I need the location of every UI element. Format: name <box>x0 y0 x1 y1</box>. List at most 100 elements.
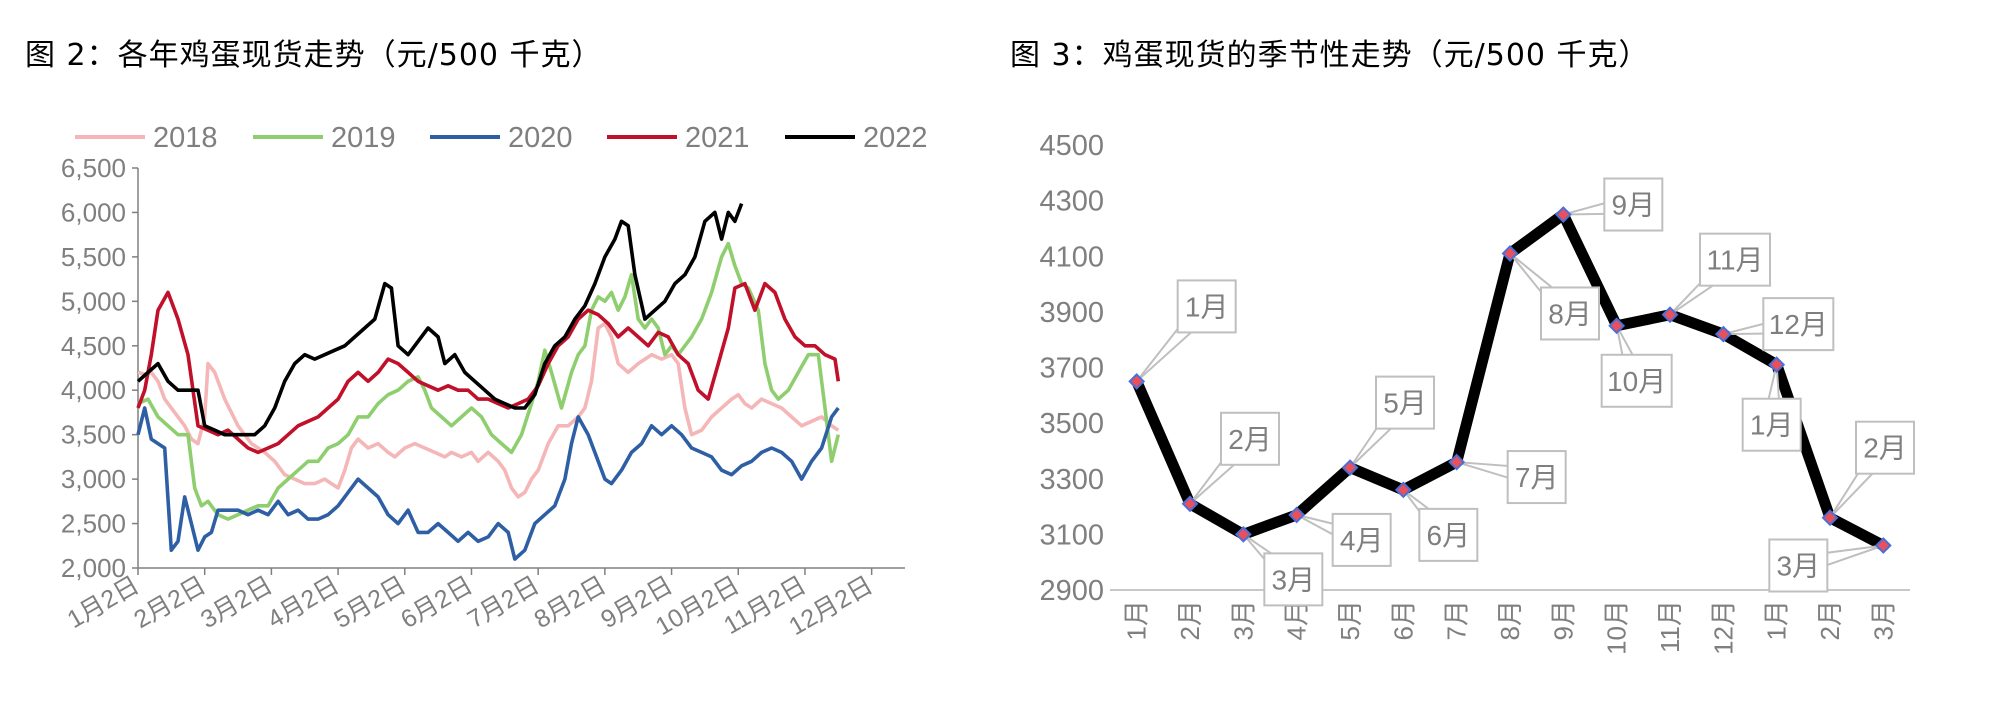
data-point-marker <box>1128 372 1146 390</box>
x-tick-label: 8月2日 <box>529 571 610 634</box>
data-label-pointer <box>1795 544 1884 576</box>
data-label-box <box>1603 177 1664 232</box>
legend-label-2021: 2021 <box>685 122 750 154</box>
x-tick-label: 4月 <box>1282 600 1312 640</box>
data-point-marker <box>1448 453 1466 471</box>
x-tick-label: 5月 <box>1335 600 1365 640</box>
data-label: 3月 <box>1777 551 1821 582</box>
x-tick-label: 3月 <box>1228 600 1258 640</box>
data-label-box <box>1418 507 1479 562</box>
y-tick-label: 2,000 <box>61 553 126 583</box>
x-tick-label: 8月 <box>1495 600 1525 640</box>
data-label-box <box>1220 411 1280 466</box>
y-tick-label: 3,500 <box>61 420 126 450</box>
x-tick-label: 9月 <box>1548 600 1578 640</box>
data-label-box <box>1762 297 1835 352</box>
x-tick-label: 6月 <box>1388 600 1418 640</box>
data-label: 3月 <box>1272 564 1316 595</box>
x-tick-label: 2月 <box>1175 600 1205 640</box>
y-tick-label: 6,500 <box>61 153 126 183</box>
x-tick-label: 7月2日 <box>463 571 544 634</box>
data-label: 1月 <box>1185 291 1229 322</box>
y-tick-label: 2900 <box>1039 575 1104 607</box>
legend-label-2018: 2018 <box>153 122 218 154</box>
y-tick-label: 3,000 <box>61 464 126 494</box>
legend-label-2019: 2019 <box>331 122 396 154</box>
data-label-pointer <box>1615 325 1647 386</box>
y-tick-label: 3300 <box>1039 464 1104 496</box>
data-label-pointer <box>1723 313 1801 336</box>
y-tick-label: 4500 <box>1039 130 1104 162</box>
x-tick-label: 2月2日 <box>129 571 210 634</box>
data-label-box <box>1331 512 1392 567</box>
data-point-marker <box>1288 506 1306 524</box>
y-tick-label: 5,000 <box>61 286 126 316</box>
series-line-2019 <box>137 241 841 521</box>
data-label-box <box>1375 375 1435 430</box>
x-tick-label: 1月 <box>1122 600 1152 640</box>
y-tick-label: 5,500 <box>61 242 126 272</box>
data-label-box <box>1540 286 1600 341</box>
data-point-marker <box>1394 481 1412 499</box>
series-line-2022 <box>136 202 744 437</box>
data-label: 2月 <box>1228 424 1272 455</box>
data-label-pointer <box>1349 395 1414 469</box>
data-point-marker <box>1341 459 1359 477</box>
yearly-egg-price-chart: 6,500 6,000 5,500 5,000 4,500 4,000 3,500 3,000… <box>61 122 928 641</box>
legend-label-2022: 2022 <box>863 122 928 154</box>
y-tick-label: 6,000 <box>61 197 126 227</box>
data-label: 11月 <box>1706 245 1763 276</box>
x-tick-label: 4月2日 <box>263 571 344 634</box>
data-point-marker <box>1661 306 1679 324</box>
data-label-box <box>1263 552 1324 607</box>
data-label-pointer <box>1669 251 1743 316</box>
x-tick-label: 10月 <box>1602 600 1632 655</box>
data-label-pointer <box>1135 298 1215 383</box>
legend-label-2020: 2020 <box>508 122 573 154</box>
data-label: 1月 <box>1750 410 1794 441</box>
data-label-box <box>1600 353 1673 408</box>
data-label: 10月 <box>1607 366 1666 397</box>
data-label: 5月 <box>1383 388 1427 419</box>
data-point-marker <box>1181 495 1199 513</box>
data-label: 6月 <box>1427 520 1471 551</box>
data-label-box <box>1176 279 1237 334</box>
x-tick-label: 6月2日 <box>396 571 477 634</box>
y-tick-label: 3500 <box>1039 408 1104 440</box>
x-tick-label: 3月 <box>1868 600 1898 640</box>
data-label-box <box>1699 232 1771 287</box>
y-tick-label: 3900 <box>1039 297 1104 329</box>
data-point-marker <box>1714 325 1732 343</box>
x-tick-label: 7月 <box>1442 600 1472 640</box>
x-tick-label: 1月 <box>1762 600 1792 640</box>
data-label-pointer <box>1296 513 1367 550</box>
data-label-pointer <box>1242 533 1301 588</box>
x-tick-label: 5月2日 <box>329 571 410 634</box>
data-label: 7月 <box>1515 462 1559 493</box>
data-label: 9月 <box>1612 190 1656 221</box>
data-point-marker <box>1501 245 1519 262</box>
data-point-marker <box>1768 356 1786 374</box>
y-tick-label: 3700 <box>1039 353 1104 385</box>
y-tick-label: 3100 <box>1039 519 1104 551</box>
data-label-box <box>1741 397 1802 452</box>
data-label: 12月 <box>1769 309 1828 340</box>
data-point-marker <box>1234 525 1252 543</box>
x-tick-label: 11月 <box>1655 600 1685 653</box>
series-line-2021 <box>136 281 841 455</box>
y-tick-label: 4300 <box>1039 186 1104 218</box>
x-tick-label: 3月2日 <box>196 571 277 634</box>
data-label-box <box>1506 450 1567 505</box>
series-line-2020 <box>136 406 840 561</box>
data-point-marker <box>1821 509 1839 527</box>
data-point-marker <box>1554 206 1572 223</box>
data-label-pointer <box>1761 364 1782 427</box>
data-label-pointer <box>1189 431 1259 505</box>
data-label-pointer <box>1563 194 1636 216</box>
series-line-2018 <box>137 321 840 499</box>
y-tick-label: 2,500 <box>61 509 126 539</box>
data-point-marker <box>1608 317 1626 335</box>
x-tick-label: 12月 <box>1708 600 1738 655</box>
data-label-pointer <box>1829 440 1894 519</box>
left-chart-title: 图 2：各年鸡蛋现货走势（元/500 千克） <box>25 38 603 73</box>
